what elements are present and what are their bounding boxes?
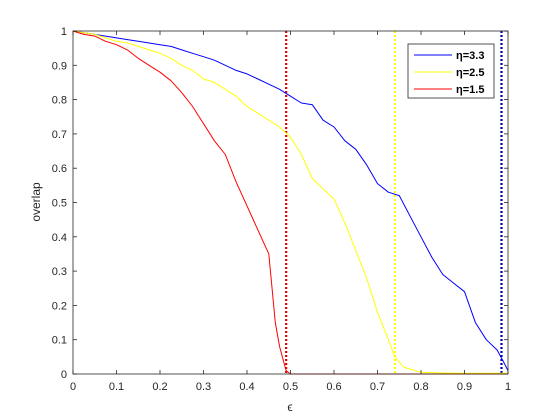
legend: η=3.3 η=2.5 η=1.5: [407, 43, 495, 99]
y-tick-label: 0.7: [52, 129, 67, 141]
x-tick-label: 0.1: [109, 381, 124, 393]
y-tick-label: 0.1: [52, 335, 67, 347]
y-tick-label: 0.2: [52, 300, 67, 312]
series-line-1: [72, 30, 509, 371]
x-tick-label: 0.6: [326, 381, 341, 393]
y-tick-label: 0: [61, 369, 67, 381]
x-tick-label: 0.5: [283, 381, 298, 393]
y-axis: 0 0.1 0.2 0.3 0.4 0.5 0.6 0.7 0.8 0.9 1: [52, 26, 508, 381]
y-tick-label: 1: [61, 26, 67, 38]
x-tick-label: 0.4: [239, 381, 254, 393]
legend-label-eta-1-5: η=1.5: [456, 84, 484, 96]
y-tick-label: 0.8: [52, 95, 67, 107]
y-tick-label: 0.6: [52, 163, 67, 175]
x-axis-label: ϵ: [287, 400, 292, 414]
y-tick-label: 0.9: [52, 60, 67, 72]
x-tick-label: 0: [70, 381, 76, 393]
y-tick-label: 0.4: [52, 232, 67, 244]
y-axis-label: overlap: [29, 182, 43, 222]
x-tick-label: 0.2: [152, 381, 167, 393]
x-tick-label: 0.8: [413, 381, 428, 393]
x-tick-label: 0.3: [196, 381, 211, 393]
x-tick-label: 0.9: [457, 381, 472, 393]
x-tick-label: 1: [505, 381, 511, 393]
y-tick-label: 0.5: [52, 198, 67, 210]
x-axis: 0 0.1 0.2 0.3 0.4 0.5 0.6 0.7 0.8 0.9 1: [70, 31, 511, 393]
x-tick-label: 0.7: [370, 381, 385, 393]
legend-label-eta-2-5: η=2.5: [456, 67, 484, 79]
series-line-2: [72, 30, 508, 374]
legend-label-eta-3-3: η=3.3: [456, 50, 484, 62]
threshold-lines: [285, 31, 503, 374]
y-tick-label: 0.3: [52, 266, 67, 278]
